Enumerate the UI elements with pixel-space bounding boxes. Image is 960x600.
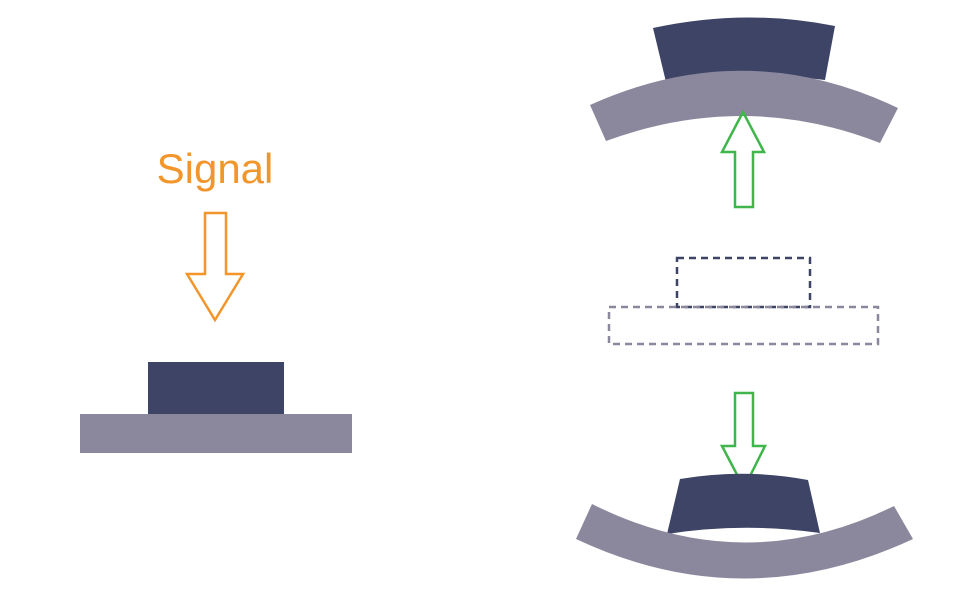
bend-up-actuator-layer bbox=[653, 17, 835, 82]
reference-outline-stack bbox=[607, 256, 880, 346]
rest-actuator-layer bbox=[148, 362, 284, 414]
reference-actuator-outline bbox=[675, 256, 812, 309]
bend-up-arrow-icon bbox=[719, 109, 767, 209]
signal-label: Signal bbox=[156, 145, 274, 192]
bend-down-arrow-icon bbox=[719, 391, 768, 491]
reference-substrate-outline bbox=[607, 305, 880, 346]
rest-state-stack bbox=[80, 362, 352, 453]
signal-arrow-icon bbox=[184, 211, 246, 323]
bend-up-state-stack bbox=[590, 17, 898, 143]
bend-down-actuator-layer bbox=[667, 473, 820, 534]
bend-down-state-stack bbox=[576, 473, 913, 579]
bend-up-substrate-layer bbox=[590, 70, 898, 143]
bend-down-substrate-layer bbox=[576, 504, 913, 579]
rest-substrate-layer bbox=[80, 414, 352, 453]
